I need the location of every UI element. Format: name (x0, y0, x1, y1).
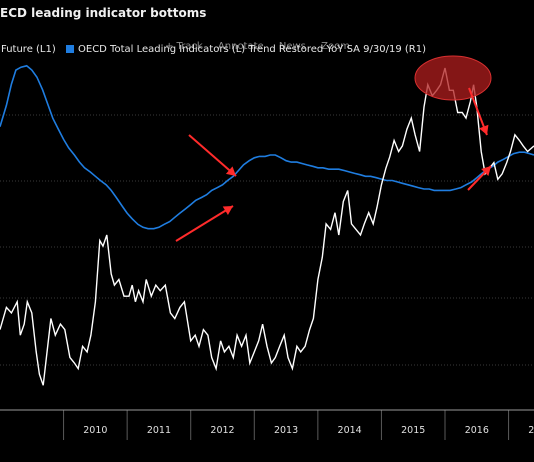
legend-item-futures[interactable]: Future (L1) (1, 44, 56, 55)
arrow-up-2016 (467, 165, 492, 191)
chart-title: ECD leading indicator bottoms (0, 6, 207, 20)
track-button[interactable]: + Track (165, 41, 203, 52)
legend-swatch-oecd (66, 45, 74, 53)
legend-item-oecd[interactable]: OECD Total Leading Indicators (L) Trend … (66, 44, 426, 55)
x-tick-label: 2011 (147, 425, 171, 436)
news-button[interactable]: News (278, 41, 306, 52)
x-tick-label: 2012 (210, 425, 234, 436)
grid-lines (0, 114, 534, 366)
x-tick-label: 2013 (274, 425, 298, 436)
year-dividers (63, 410, 510, 440)
arrow-down-2013 (188, 134, 237, 177)
x-tick-label: 2014 (338, 425, 362, 436)
x-tick-labels: 2010 2011 2012 2013 2014 2015 2016 2017 (83, 425, 534, 436)
x-tick-label: 2015 (401, 425, 425, 436)
legend-label-futures: Future (L1) (1, 44, 56, 55)
legend-label-oecd: OECD Total Leading Indicators (L) Trend … (78, 44, 426, 55)
series-line-futures (0, 67, 534, 386)
arrow-up-2013 (175, 205, 234, 242)
x-tick-label: 2017 (528, 425, 534, 436)
x-tick-label: 2010 (83, 425, 107, 436)
chart-toolbar: + Track Annotate News Zoom (165, 41, 362, 52)
chart-title-bar: ECD leading indicator bottoms (0, 0, 534, 26)
x-tick-label: 2016 (465, 425, 489, 436)
annotation-arrows (175, 87, 492, 242)
peak-highlight-ellipse (414, 55, 492, 101)
series-line-oecd (0, 64, 534, 230)
zoom-button[interactable]: Zoom (321, 41, 350, 52)
annotate-button[interactable]: Annotate (217, 41, 264, 52)
arrow-down-2016 (468, 87, 489, 136)
